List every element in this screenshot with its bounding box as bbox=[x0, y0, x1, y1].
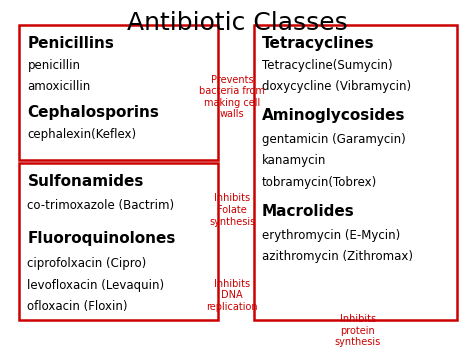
Text: Fluoroquinolones: Fluoroquinolones bbox=[27, 231, 176, 246]
Text: amoxicillin: amoxicillin bbox=[27, 80, 91, 93]
Text: erythromycin (E-Mycin): erythromycin (E-Mycin) bbox=[262, 229, 401, 242]
Text: Prevents
bacteria from
making cell
walls: Prevents bacteria from making cell walls bbox=[200, 75, 265, 119]
Text: azithromycin (Zithromax): azithromycin (Zithromax) bbox=[262, 250, 413, 263]
Text: levofloxacin (Levaquin): levofloxacin (Levaquin) bbox=[27, 279, 164, 292]
Text: Inhibits
DNA
replication: Inhibits DNA replication bbox=[207, 279, 258, 312]
Text: Penicillins: Penicillins bbox=[27, 36, 114, 50]
Text: Inhibits
protein
synthesis: Inhibits protein synthesis bbox=[335, 314, 381, 348]
Text: penicillin: penicillin bbox=[27, 59, 81, 72]
Text: ciprofolxacin (Cipro): ciprofolxacin (Cipro) bbox=[27, 257, 147, 271]
Text: kanamycin: kanamycin bbox=[262, 154, 327, 168]
Text: Cephalosporins: Cephalosporins bbox=[27, 105, 159, 120]
Text: Tetracyclines: Tetracyclines bbox=[262, 36, 375, 50]
Text: Sulfonamides: Sulfonamides bbox=[27, 174, 144, 189]
Bar bbox=[254, 25, 457, 320]
Text: Aminoglycosides: Aminoglycosides bbox=[262, 108, 406, 123]
Text: cephalexin(Keflex): cephalexin(Keflex) bbox=[27, 128, 137, 141]
Text: ofloxacin (Floxin): ofloxacin (Floxin) bbox=[27, 300, 128, 313]
Bar bbox=[19, 163, 218, 320]
Text: Tetracycline(Sumycin): Tetracycline(Sumycin) bbox=[262, 59, 393, 72]
Text: co-trimoxazole (Bactrim): co-trimoxazole (Bactrim) bbox=[27, 199, 174, 212]
Text: tobramycin(Tobrex): tobramycin(Tobrex) bbox=[262, 176, 377, 189]
Text: gentamicin (Garamycin): gentamicin (Garamycin) bbox=[262, 133, 406, 146]
Text: Inhibits
Folate
synthesis: Inhibits Folate synthesis bbox=[209, 193, 255, 227]
Bar bbox=[19, 25, 218, 160]
Text: Macrolides: Macrolides bbox=[262, 204, 355, 219]
Text: Antibiotic Classes: Antibiotic Classes bbox=[127, 11, 347, 35]
Text: doxycycline (Vibramycin): doxycycline (Vibramycin) bbox=[262, 80, 411, 93]
